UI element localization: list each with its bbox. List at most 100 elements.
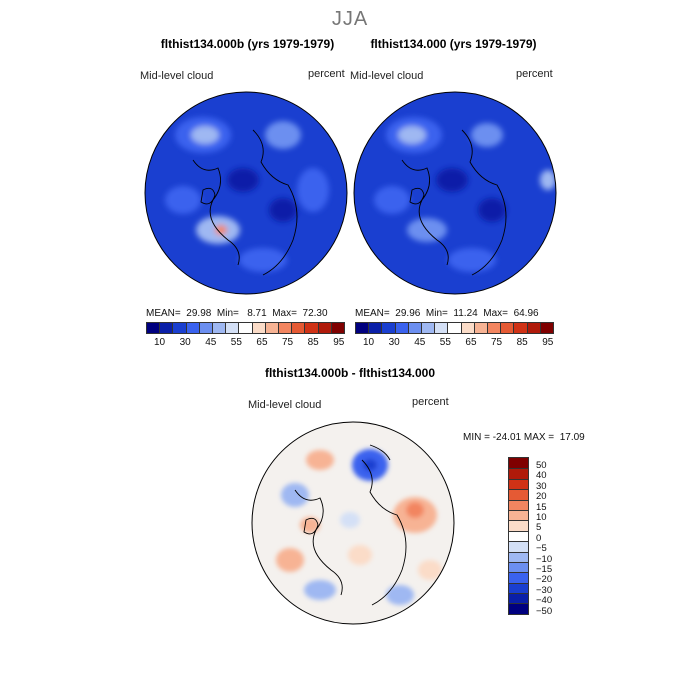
colorbar-swatch xyxy=(473,323,488,333)
diff-colorbar-tick-label: 0 xyxy=(536,532,542,544)
panel-2-max-label: Max= xyxy=(483,308,508,319)
colorbar-swatch xyxy=(198,323,213,333)
colorbar-tick-label: 95 xyxy=(333,337,345,348)
colorbar-swatch xyxy=(407,323,422,333)
panel-1-title: flthist134.000b (yrs 1979-1979) xyxy=(160,37,335,51)
colorbar-swatch xyxy=(317,323,331,333)
colorbar-swatch xyxy=(225,323,239,333)
diff-colorbar-swatch xyxy=(509,478,528,490)
colorbar-swatch xyxy=(421,323,435,333)
panel-1-colorbar xyxy=(146,322,345,334)
colorbar-swatch xyxy=(394,323,408,333)
diff-colorbar-tick-label: −10 xyxy=(536,553,553,565)
colorbar-tick-label: 45 xyxy=(205,337,217,348)
colorbar-swatch xyxy=(487,323,501,333)
colorbar-swatch xyxy=(356,323,369,333)
panel-1-min-label: Min= xyxy=(216,308,239,319)
diff-colorbar-tick-label: 15 xyxy=(536,501,547,513)
colorbar-tick-label: 85 xyxy=(307,337,319,348)
panel-1-polar-map xyxy=(144,91,348,295)
diff-colorbar-swatch xyxy=(509,561,528,573)
panel-2-variable-label: Mid-level cloud xyxy=(350,70,424,82)
diff-colorbar-tick-label: −30 xyxy=(536,584,553,596)
panel-1-max: 72.30 xyxy=(302,308,328,319)
colorbar-swatch xyxy=(212,323,226,333)
panel-1-variable-label: Mid-level cloud xyxy=(140,70,214,82)
diff-colorbar-tick-label: 50 xyxy=(536,460,547,471)
colorbar-swatch xyxy=(434,323,448,333)
panel-1-units-label: percent xyxy=(308,68,345,80)
diff-colorbar-tick-label: 40 xyxy=(536,470,547,482)
diff-colorbar-swatch xyxy=(509,468,528,479)
colorbar-swatch xyxy=(278,323,292,333)
diff-colorbar xyxy=(508,457,529,615)
colorbar-swatch xyxy=(460,323,474,333)
colorbar-swatch xyxy=(368,323,382,333)
panel-1-min: 8.71 xyxy=(247,308,267,319)
colorbar-swatch xyxy=(381,323,395,333)
diff-colorbar-swatch xyxy=(509,572,528,583)
colorbar-swatch xyxy=(238,323,252,333)
colorbar-swatch xyxy=(159,323,173,333)
panel-1-max-label: Max= xyxy=(272,308,297,319)
diff-colorbar-swatches xyxy=(508,457,529,615)
colorbar-swatch xyxy=(447,323,461,333)
colorbar-tick-label: 55 xyxy=(230,337,242,348)
panel-1-stats: MEAN= 29.98 Min= 8.71 Max= 72.30 xyxy=(146,308,328,319)
colorbar-swatch xyxy=(264,323,279,333)
panel-2-title: flthist134.000 (yrs 1979-1979) xyxy=(370,37,537,51)
colorbar-tick-label: 10 xyxy=(154,337,166,348)
diff-colorbar-swatch xyxy=(509,458,528,469)
colorbar-swatch xyxy=(526,323,540,333)
panel-2-min-label: Min= xyxy=(425,308,448,319)
colorbar-swatch xyxy=(539,323,554,333)
panel-2-stats: MEAN= 29.96 Min= 11.24 Max= 64.96 xyxy=(355,308,539,319)
diff-colorbar-tick-label: 30 xyxy=(536,480,547,492)
panel-2-min: 11.24 xyxy=(453,308,478,319)
diff-colorbar-tick-label: −15 xyxy=(536,564,553,575)
diff-panel-min-max: MIN = -24.01 MAX = 17.09 xyxy=(463,432,585,443)
diff-colorbar-swatch xyxy=(509,603,528,614)
figure-title: JJA xyxy=(331,8,369,30)
panel-2-polar-map xyxy=(353,91,557,295)
panel-2-colorbar xyxy=(355,322,554,334)
colorbar-tick-label: 10 xyxy=(363,337,375,348)
diff-colorbar-tick-label: 5 xyxy=(536,522,542,534)
colorbar-swatch xyxy=(500,323,514,333)
diff-colorbar-swatch xyxy=(509,593,528,604)
diff-colorbar-swatch xyxy=(509,551,528,562)
diff-colorbar-swatch xyxy=(509,530,528,542)
colorbar-tick-label: 95 xyxy=(542,337,554,348)
diff-colorbar-swatch xyxy=(509,489,528,500)
panel-1-mean: 29.98 xyxy=(186,308,212,319)
colorbar-tick-label: 45 xyxy=(414,337,426,348)
diff-colorbar-tick-label: 10 xyxy=(536,512,547,523)
colorbar-tick-label: 65 xyxy=(256,337,268,348)
colorbar-swatch xyxy=(330,323,345,333)
panel-1-mean-label: MEAN= xyxy=(146,308,181,319)
colorbar-swatch xyxy=(172,323,186,333)
diff-colorbar-swatch xyxy=(509,520,528,531)
colorbar-swatch xyxy=(304,323,318,333)
diff-panel-variable-label: Mid-level cloud xyxy=(248,399,322,411)
colorbar-tick-label: 30 xyxy=(388,337,400,348)
diff-colorbar-tick-label: −50 xyxy=(536,605,553,617)
diff-colorbar-tick-label: −40 xyxy=(536,595,553,607)
colorbar-tick-label: 75 xyxy=(282,337,294,348)
diff-colorbar-tick-label: −20 xyxy=(536,574,553,586)
diff-colorbar-swatch xyxy=(509,509,528,521)
diff-colorbar-tick-label: 20 xyxy=(536,491,547,503)
colorbar-tick-label: 65 xyxy=(465,337,477,348)
panel-2-mean: 29.96 xyxy=(395,308,421,319)
colorbar-tick-label: 55 xyxy=(439,337,451,348)
panel-2-max: 64.96 xyxy=(513,308,539,319)
panel-2-units-label: percent xyxy=(516,68,553,80)
colorbar-swatch xyxy=(251,323,265,333)
diff-panel-units-label: percent xyxy=(412,396,449,408)
diff-panel-polar-map xyxy=(251,421,455,625)
colorbar-swatch xyxy=(513,323,527,333)
diff-colorbar-swatch xyxy=(509,541,528,552)
diff-panel-title: flthist134.000b - flthist134.000 xyxy=(264,366,436,380)
colorbar-tick-label: 85 xyxy=(516,337,528,348)
panel-2-mean-label: MEAN= xyxy=(355,308,390,319)
